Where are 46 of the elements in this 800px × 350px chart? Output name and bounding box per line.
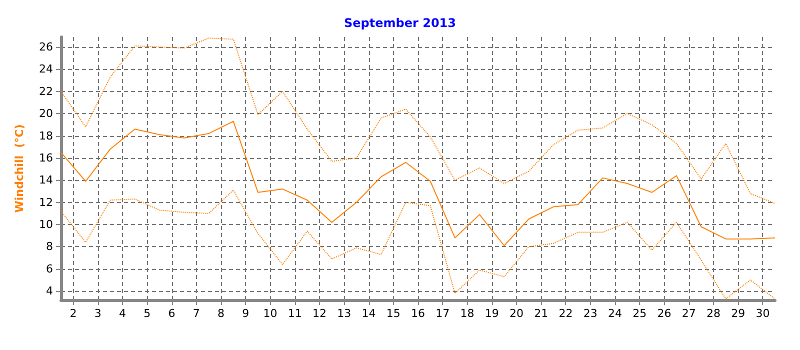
x-tick-label: 25 xyxy=(632,307,647,320)
x-tick-label: 13 xyxy=(337,307,352,320)
y-tick-label: 16 xyxy=(39,151,53,164)
y-axis-title: Windchill (°C) xyxy=(13,124,26,213)
x-tick-label: 5 xyxy=(144,307,151,320)
line-series xyxy=(60,38,776,204)
x-tick-label: 9 xyxy=(242,307,250,320)
x-tick-label: 17 xyxy=(436,307,450,320)
x-tick-label: 4 xyxy=(119,307,126,320)
y-tick-label: 10 xyxy=(39,218,53,232)
y-tick-label: 4 xyxy=(46,284,53,298)
x-tick-label: 3 xyxy=(94,307,102,320)
x-tick-label: 7 xyxy=(192,307,200,320)
x-tick-label: 30 xyxy=(756,307,770,320)
x-tick-label: 21 xyxy=(534,307,548,320)
x-tick-label: 26 xyxy=(657,307,672,320)
x-tick-label: 22 xyxy=(558,307,573,320)
x-tick-label: 10 xyxy=(263,307,278,320)
x-tick-label: 12 xyxy=(312,307,327,320)
x-tick-label: 15 xyxy=(386,307,400,320)
y-tick-label: 20 xyxy=(39,107,53,120)
line-series xyxy=(60,190,776,300)
x-tick-label: 8 xyxy=(218,307,225,320)
y-tick-label: 18 xyxy=(39,129,53,142)
x-tick-label: 23 xyxy=(583,307,598,320)
line-series xyxy=(60,120,776,246)
y-tick-label: 26 xyxy=(39,40,53,54)
x-tick-label: 16 xyxy=(411,307,425,320)
y-tick-label: 24 xyxy=(39,62,53,76)
y-tick-label: 8 xyxy=(46,240,53,254)
x-tick-label: 14 xyxy=(362,307,376,320)
x-tick-label: 27 xyxy=(682,307,696,320)
x-tick-label: 24 xyxy=(608,307,622,320)
y-tick-label: 6 xyxy=(46,262,53,276)
x-tick-label: 11 xyxy=(288,307,302,320)
x-tick-label: 20 xyxy=(509,307,524,320)
x-tick-label: 6 xyxy=(168,307,176,320)
y-tick-label: 12 xyxy=(39,196,53,209)
x-tick-label: 19 xyxy=(484,307,499,320)
x-tick-label: 28 xyxy=(706,307,720,320)
chart-title: September 2013 xyxy=(344,16,456,30)
y-tick-label: 22 xyxy=(39,84,53,98)
y-tick-label: 14 xyxy=(39,174,53,187)
x-tick-label: 2 xyxy=(70,307,77,320)
x-tick-label: 29 xyxy=(731,307,746,320)
x-tick-label: 18 xyxy=(460,307,474,320)
